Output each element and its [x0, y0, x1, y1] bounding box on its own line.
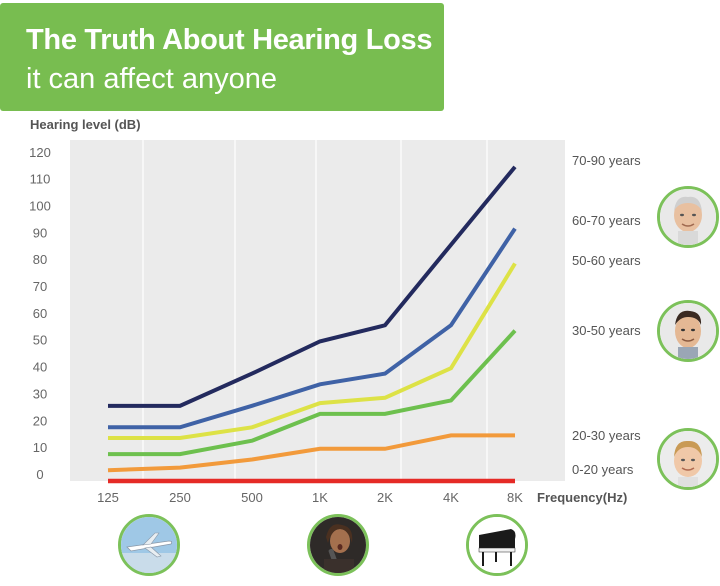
airplane-icon [118, 514, 180, 576]
x-tick-1K: 1K [312, 490, 328, 505]
y-tick-80: 80 [33, 252, 47, 267]
series-line-70-90-years [108, 165, 517, 408]
y-tick-30: 30 [33, 386, 47, 401]
middle-aged-man-avatar [657, 300, 719, 362]
x-tick-4K: 4K [443, 490, 459, 505]
x-axis-label: Frequency(Hz) [537, 490, 628, 505]
series-label-0-20-years: 0-20 years [572, 462, 634, 477]
y-tick-100: 100 [29, 198, 51, 213]
x-tick-2K: 2K [377, 490, 393, 505]
y-tick-0: 0 [36, 467, 43, 482]
series-line-30-50-years [108, 329, 517, 457]
y-tick-50: 50 [33, 333, 47, 348]
y-axis-label: Hearing level (dB) [30, 117, 141, 132]
older-man-avatar [657, 186, 719, 248]
x-tick-8K: 8K [507, 490, 523, 505]
series-line-50-60-years [108, 262, 517, 441]
y-tick-60: 60 [33, 306, 47, 321]
chart-subtitle: it can affect anyone [26, 63, 277, 95]
y-tick-70: 70 [33, 279, 47, 294]
singer-icon [307, 514, 369, 576]
child-avatar [657, 428, 719, 490]
series-label-20-30-years: 20-30 years [572, 428, 641, 443]
x-tick-125: 125 [97, 490, 119, 505]
title-banner: The Truth About Hearing Loss it can affe… [0, 3, 444, 111]
x-tick-250: 250 [169, 490, 191, 505]
plot-area [70, 140, 565, 481]
series-label-60-70-years: 60-70 years [572, 213, 641, 228]
series-label-70-90-years: 70-90 years [572, 153, 641, 168]
series-label-30-50-years: 30-50 years [572, 323, 641, 338]
y-tick-40: 40 [33, 360, 47, 375]
y-tick-10: 10 [33, 440, 47, 455]
y-tick-20: 20 [33, 413, 47, 428]
piano-icon [466, 514, 528, 576]
x-tick-500: 500 [241, 490, 263, 505]
series-line-60-70-years [108, 227, 517, 430]
chart-title: The Truth About Hearing Loss [26, 24, 433, 56]
series-line-20-30-years [107, 433, 515, 473]
series-label-50-60-years: 50-60 years [572, 253, 641, 268]
y-tick-120: 120 [29, 145, 51, 160]
y-tick-110: 110 [30, 172, 51, 187]
y-tick-90: 90 [33, 225, 47, 240]
